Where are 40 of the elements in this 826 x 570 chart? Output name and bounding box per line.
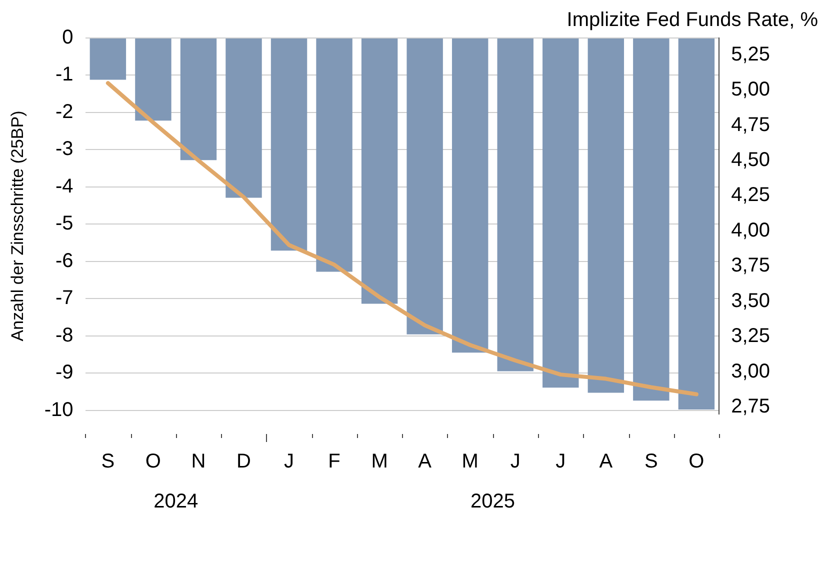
x-tick-label: S <box>101 450 115 473</box>
y2-tick-label: 4,50 <box>731 149 770 172</box>
y-tick-label: -2 <box>56 100 74 123</box>
y2-tick-label: 3,25 <box>731 325 770 348</box>
y2-tick-label: 5,25 <box>731 43 770 66</box>
y-tick-label: -3 <box>56 138 74 160</box>
x-tick-label: O <box>145 450 161 473</box>
y2-tick-label: 2,75 <box>731 395 770 418</box>
y2-tick-label: 5,00 <box>731 78 770 101</box>
y2-tick-label: 3,50 <box>731 290 770 312</box>
x-tick-label: O <box>688 450 704 473</box>
y-tick-label: -5 <box>56 212 74 235</box>
y-axis-title: Anzahl der Zinsschritte (25BP) <box>8 110 27 342</box>
x-tick-label: J <box>284 450 294 473</box>
y2-tick-label: 4,75 <box>731 114 770 136</box>
x-tick-label: D <box>236 450 251 473</box>
y-tick-label: -9 <box>56 362 74 384</box>
x-tick-label: J <box>510 450 520 473</box>
y-tick-label: -10 <box>44 398 74 421</box>
y-tick-label: -6 <box>56 250 74 272</box>
text: 2025 <box>470 490 515 513</box>
y2-tick-label: 4,00 <box>731 219 770 242</box>
y2-tick-label: 4,25 <box>731 184 770 206</box>
y2-tick-label: 3,00 <box>731 360 770 382</box>
text: 2024 <box>154 490 198 513</box>
y-tick-label: -4 <box>56 175 74 198</box>
x-tick-label: S <box>644 450 658 473</box>
y-tick-label: -1 <box>56 64 74 86</box>
y-tick-label: -8 <box>56 324 74 346</box>
x-tick-label: M <box>371 450 388 473</box>
y-tick-label: 0 <box>62 26 74 49</box>
x-tick-label: F <box>328 450 340 473</box>
y2-tick-label: 3,75 <box>731 254 770 277</box>
x-tick-label: M <box>462 450 478 473</box>
x-tick-label: N <box>191 450 206 473</box>
y2-axis-title: Implizite Fed Funds Rate, % <box>566 9 818 31</box>
x-tick-label: J <box>556 450 566 473</box>
y-tick-label: -7 <box>56 287 74 310</box>
x-tick-label: A <box>418 450 432 473</box>
x-tick-label: A <box>599 450 614 473</box>
